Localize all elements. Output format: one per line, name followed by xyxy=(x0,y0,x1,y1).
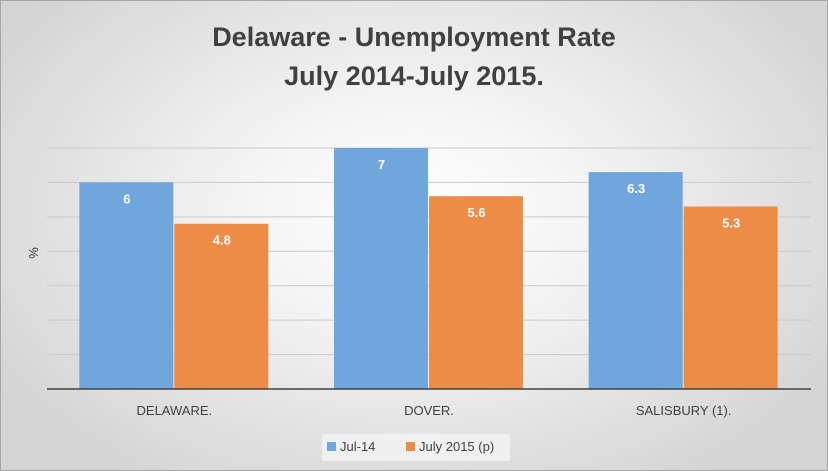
chart-title-line-2: July 2014-July 2015. xyxy=(284,61,544,91)
category-label: SALISBURY (1). xyxy=(636,403,732,418)
legend: Jul-14 July 2015 (p) xyxy=(322,434,510,461)
bar xyxy=(588,172,683,389)
bar xyxy=(79,182,174,389)
bar xyxy=(683,206,778,389)
data-label: 4.8 xyxy=(213,233,231,248)
category-label: DOVER. xyxy=(404,403,454,418)
bars xyxy=(47,148,811,390)
category-labels: DELAWARE. DOVER. SALISBURY (1). xyxy=(137,403,732,418)
bar xyxy=(174,223,269,389)
bar xyxy=(429,196,523,389)
y-axis-label: % xyxy=(26,247,41,259)
data-labels: 6 4.8 7 5.6 6.3 5.3 xyxy=(123,157,740,248)
bar xyxy=(334,148,428,389)
legend-entry: Jul-14 xyxy=(340,439,375,454)
legend-swatch xyxy=(406,442,415,451)
legend-entry: July 2015 (p) xyxy=(419,439,494,454)
data-label: 7 xyxy=(378,157,385,172)
data-label: 6.3 xyxy=(627,181,645,196)
category-label: DELAWARE. xyxy=(137,403,213,418)
data-label: 5.6 xyxy=(467,205,485,220)
legend-swatch xyxy=(327,442,336,451)
data-label: 5.3 xyxy=(722,216,740,231)
legend-box xyxy=(322,434,510,461)
data-label: 6 xyxy=(123,191,130,206)
chart-title-line-1: Delaware - Unemployment Rate xyxy=(212,22,616,52)
